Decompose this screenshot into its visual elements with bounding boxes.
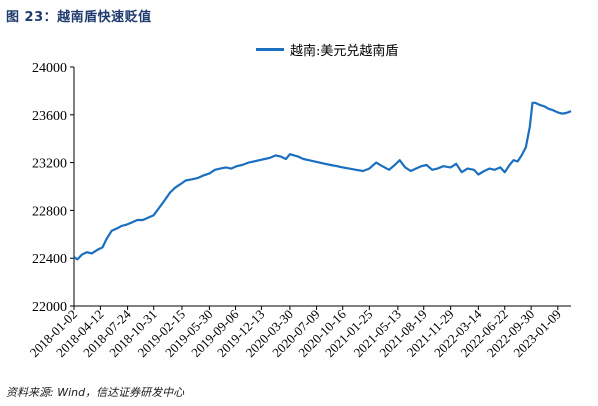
y-axis-ticks: 22000 22400 22800 23200 23600 24000	[32, 61, 74, 315]
chart-series	[73, 101, 572, 261]
chart-legend: 越南:美元兑越南盾	[256, 40, 398, 59]
series-line	[73, 101, 572, 261]
legend-label: 越南:美元兑越南盾	[290, 44, 399, 59]
source-note: 资料来源: Wind，信达证券研发中心	[6, 386, 185, 399]
y-tick-label: 22400	[32, 252, 67, 267]
y-tick-label: 24000	[32, 61, 67, 76]
figure-title: 图 23：越南盾快速贬值	[6, 10, 152, 25]
x-axis-ticks: 2018-01-022018-04-122018-07-242018-10-31…	[27, 306, 564, 360]
y-tick-label: 22800	[32, 204, 67, 219]
legend-line-swatch	[256, 48, 284, 51]
chart-axes	[73, 67, 571, 307]
y-tick-label: 23200	[32, 157, 67, 172]
y-tick-label: 23600	[32, 109, 67, 124]
y-tick-label: 22000	[32, 300, 67, 315]
